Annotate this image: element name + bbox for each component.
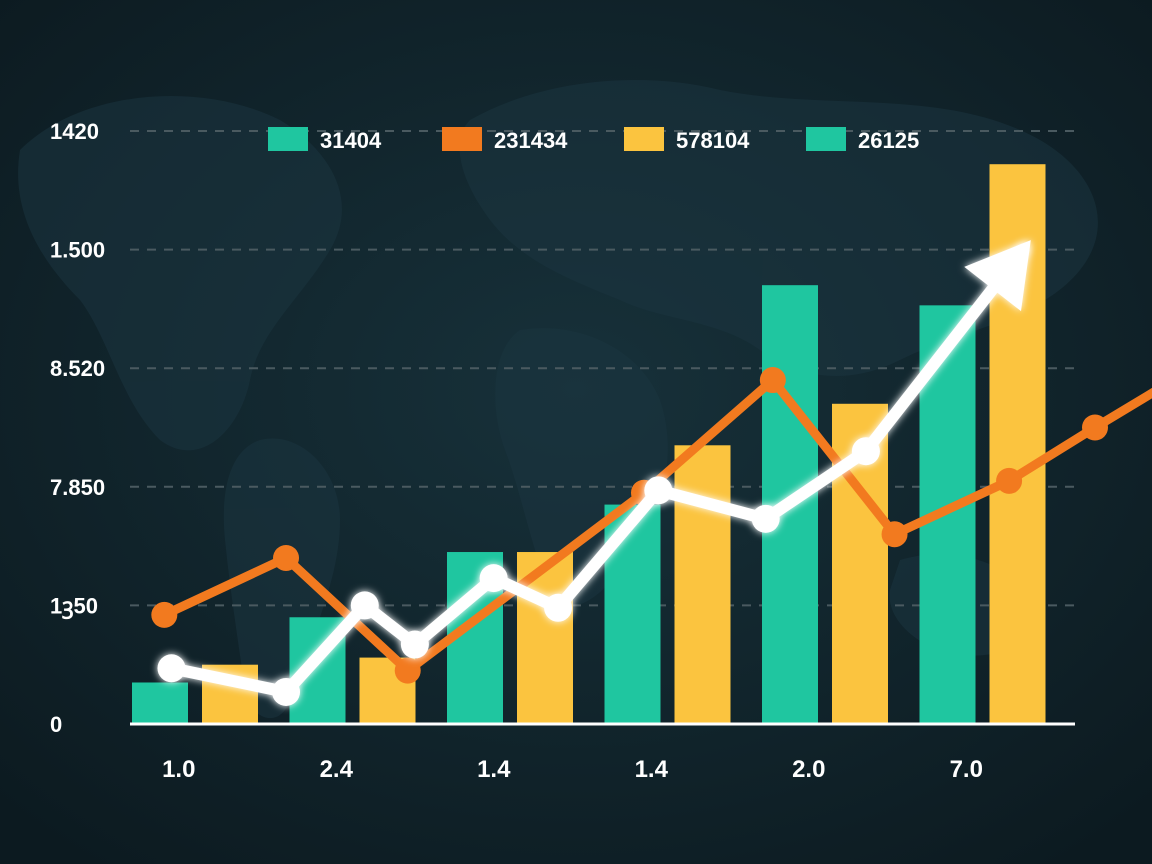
white-point	[350, 591, 379, 620]
trend-arrowhead-icon	[964, 240, 1031, 312]
y-tick-label: 1420	[50, 119, 99, 144]
x-tick-label: 1.0	[162, 756, 195, 783]
legend-label: 231434	[494, 128, 568, 153]
orange-point	[759, 367, 786, 394]
y-tick-label: 0	[50, 712, 62, 737]
white-point	[400, 630, 429, 659]
y-axis-ticks: 0 1ꝫ50 7.850 8.520 1.500 1420	[50, 119, 105, 737]
white-point	[644, 476, 673, 505]
legend-swatch	[806, 127, 846, 151]
legend: 31404 231434 578104 26125	[268, 127, 919, 153]
white-point	[157, 654, 186, 683]
orange-point	[996, 467, 1023, 494]
legend-label: 31404	[320, 128, 382, 153]
line-series	[151, 240, 1152, 706]
white-point	[272, 677, 301, 706]
y-tick-label: 7.850	[50, 475, 105, 500]
yellow-bar	[674, 445, 731, 724]
y-tick-label: 1.500	[50, 238, 105, 263]
legend-swatch	[624, 127, 664, 151]
orange-point	[273, 544, 300, 571]
x-tick-label: 2.0	[792, 756, 825, 783]
legend-label: 26125	[858, 128, 919, 153]
white-point	[544, 593, 573, 622]
legend-swatch	[268, 127, 308, 151]
orange-point	[151, 601, 178, 628]
x-tick-label: 7.0	[950, 756, 983, 783]
x-tick-label: 1.4	[477, 756, 511, 783]
white-point	[751, 504, 780, 533]
white-trend-line	[165, 243, 1030, 698]
x-axis-ticks: 1.0 2.4 1.4 1.4 2.0 7.0	[162, 756, 983, 783]
orange-point	[1082, 414, 1108, 441]
world-map-background	[18, 80, 1098, 719]
white-point	[851, 437, 880, 466]
x-tick-label: 1.4	[635, 756, 669, 783]
orange-point	[394, 657, 421, 684]
white-point	[479, 564, 508, 593]
orange-point	[881, 521, 908, 548]
x-tick-label: 2.4	[320, 756, 354, 783]
legend-swatch	[442, 127, 482, 151]
y-tick-label: 1ꝫ50	[50, 593, 98, 619]
legend-label: 578104	[676, 128, 750, 153]
teal-bar	[132, 682, 188, 724]
y-tick-label: 8.520	[50, 356, 105, 381]
